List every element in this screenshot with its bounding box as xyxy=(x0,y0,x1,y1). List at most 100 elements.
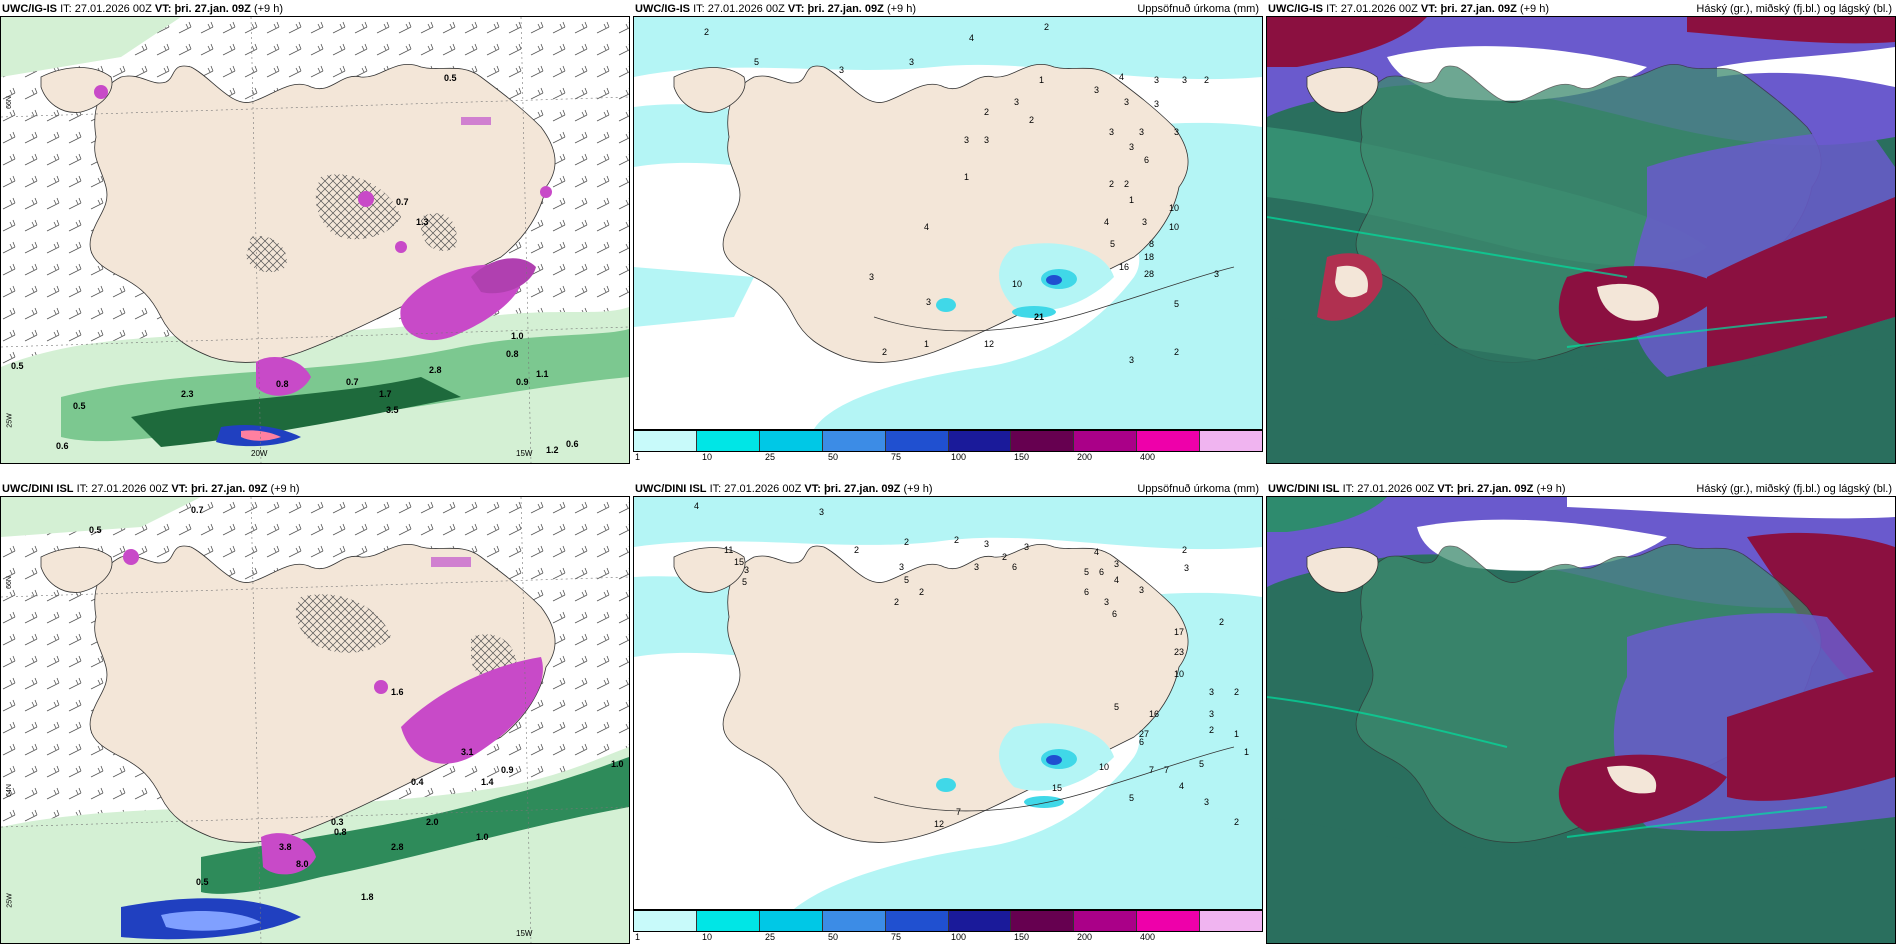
value-label: 2 xyxy=(1029,115,1035,125)
value-label: 6 xyxy=(1112,609,1118,619)
value-label: 3 xyxy=(899,562,905,572)
value-label: 0.9 xyxy=(501,765,514,775)
colorbar-tick: 400 xyxy=(1140,452,1156,462)
colorbar-tick: 50 xyxy=(828,452,839,462)
value-label: 4 xyxy=(1094,547,1100,557)
model-name: UWC/DINI ISL xyxy=(1268,483,1340,495)
value-label: 3 xyxy=(1139,127,1145,137)
value-label: 0.6 xyxy=(56,441,69,451)
model-name: UWC/IG-IS xyxy=(1268,3,1323,15)
value-label: 5 xyxy=(1084,567,1090,577)
value-label: 3 xyxy=(1094,85,1100,95)
model-name: UWC/IG-IS xyxy=(635,3,690,15)
value-label: 3 xyxy=(1184,563,1190,573)
lead-time: (+9 h) xyxy=(886,3,916,15)
vt-value: þri. 27.jan. 09Z xyxy=(190,483,268,495)
colorbar-swatch xyxy=(1011,911,1075,931)
panel-ig-clouds: UWC/IG-IS IT: 27.01.2026 00Z VT: þri. 27… xyxy=(1266,0,1896,470)
value-label: 5 xyxy=(1129,793,1135,803)
value-label: 18 xyxy=(1144,252,1155,262)
value-label: 27 xyxy=(1139,729,1150,739)
value-label: 2 xyxy=(954,535,960,545)
colorbar-tick: 150 xyxy=(1014,932,1030,942)
value-label: 0.7 xyxy=(346,377,359,387)
lead-time: (+9 h) xyxy=(903,483,933,495)
value-label: 10 xyxy=(1012,279,1023,289)
value-label: 2 xyxy=(1182,545,1188,555)
value-label: 2 xyxy=(1234,817,1240,827)
value-label: 0.7 xyxy=(396,197,409,207)
value-label: 3 xyxy=(964,135,970,145)
value-label: 3 xyxy=(1209,709,1215,719)
colorbar-swatch xyxy=(634,431,697,451)
vt-value: þri. 27.jan. 09Z xyxy=(823,483,901,495)
value-label: 3 xyxy=(1154,75,1160,85)
lat-label-64: 64N xyxy=(5,784,13,797)
panel-header: UWC/IG-IS IT: 27.01.2026 00Z VT: þri. 27… xyxy=(1268,2,1894,16)
value-label: 1 xyxy=(1039,75,1045,85)
colorbar-tick: 50 xyxy=(828,932,839,942)
vt-value: þri. 27.jan. 09Z xyxy=(174,3,251,15)
value-label: 3 xyxy=(1024,542,1030,552)
panel-dini-clouds: UWC/DINI ISL IT: 27.01.2026 00Z VT: þri.… xyxy=(1266,480,1896,950)
value-label: 5 xyxy=(742,577,748,587)
precip-map-svg xyxy=(634,497,1262,909)
cloud-map-svg xyxy=(1267,17,1895,463)
colorbar-swatch xyxy=(1074,431,1138,451)
value-label: 10 xyxy=(1169,203,1180,213)
panel-header: UWC/DINI ISL IT: 27.01.2026 00Z VT: þri.… xyxy=(2,482,628,496)
value-label: 10 xyxy=(1174,669,1185,679)
value-label: 28 xyxy=(1144,269,1155,279)
colorbar-swatch xyxy=(1011,431,1075,451)
colorbar-tick: 75 xyxy=(891,452,902,462)
colorbar-swatch xyxy=(1200,911,1263,931)
value-label: 3 xyxy=(1129,142,1135,152)
value-label: 3.5 xyxy=(386,405,399,415)
value-label: 4 xyxy=(694,501,700,511)
panel-dini-wind: UWC/DINI ISL IT: 27.01.2026 00Z VT: þri.… xyxy=(0,480,630,950)
iceland-land xyxy=(89,544,556,843)
vt-value: þri. 27.jan. 09Z xyxy=(807,3,884,15)
it-label: IT: xyxy=(709,483,722,495)
value-label: 4 xyxy=(1179,781,1185,791)
value-label: 0.8 xyxy=(276,379,289,389)
value-label: 1.1 xyxy=(536,369,549,379)
value-label: 15 xyxy=(1052,783,1063,793)
vt-label: VT: xyxy=(171,483,188,495)
model-name: UWC/DINI ISL xyxy=(2,483,74,495)
colorbar-tick: 75 xyxy=(891,932,902,942)
panel-header: UWC/DINI ISL IT: 27.01.2026 00Z VT: þri.… xyxy=(635,482,1261,496)
lead-time: (+9 h) xyxy=(270,483,300,495)
value-label: 3 xyxy=(1154,99,1160,109)
value-label: 1 xyxy=(1129,195,1135,205)
colorbar-swatch xyxy=(948,911,1012,931)
vt-value: þri. 27.jan. 09Z xyxy=(1440,3,1517,15)
colorbar-ticks: 1 10 25 50 75 100 150 200 400 xyxy=(633,932,1263,944)
value-label: 3 xyxy=(909,57,915,67)
value-label: 1.8 xyxy=(361,892,374,902)
it-label: IT: xyxy=(1342,483,1355,495)
lat-label-66: 66N xyxy=(5,96,13,109)
value-label: 5 xyxy=(1199,759,1205,769)
colorbar-tick: 1 xyxy=(635,932,641,942)
value-label: 4 xyxy=(1104,217,1110,227)
colorbar-swatch xyxy=(1074,911,1138,931)
value-label: 7 xyxy=(956,807,962,817)
value-label: 2 xyxy=(882,347,888,357)
value-label: 3 xyxy=(1139,585,1145,595)
lead-time: (+9 h) xyxy=(253,3,283,15)
value-label: 7 xyxy=(1164,765,1170,775)
wind-map-svg xyxy=(1,497,629,943)
value-label: 11 xyxy=(724,545,734,555)
panel-dini-precip: UWC/DINI ISL IT: 27.01.2026 00Z VT: þri.… xyxy=(633,480,1263,950)
value-label: 1.7 xyxy=(379,389,392,399)
value-label: 23 xyxy=(1174,647,1185,657)
it-label: IT: xyxy=(1326,3,1338,15)
value-label: 2.8 xyxy=(391,842,404,852)
colorbar-swatch xyxy=(696,911,760,931)
colorbar-tick: 100 xyxy=(951,452,967,462)
lon-label-20w: 20W xyxy=(251,449,268,458)
value-label: 6 xyxy=(1012,562,1018,572)
value-label: 3 xyxy=(744,565,750,575)
value-label: 4 xyxy=(1119,72,1125,82)
